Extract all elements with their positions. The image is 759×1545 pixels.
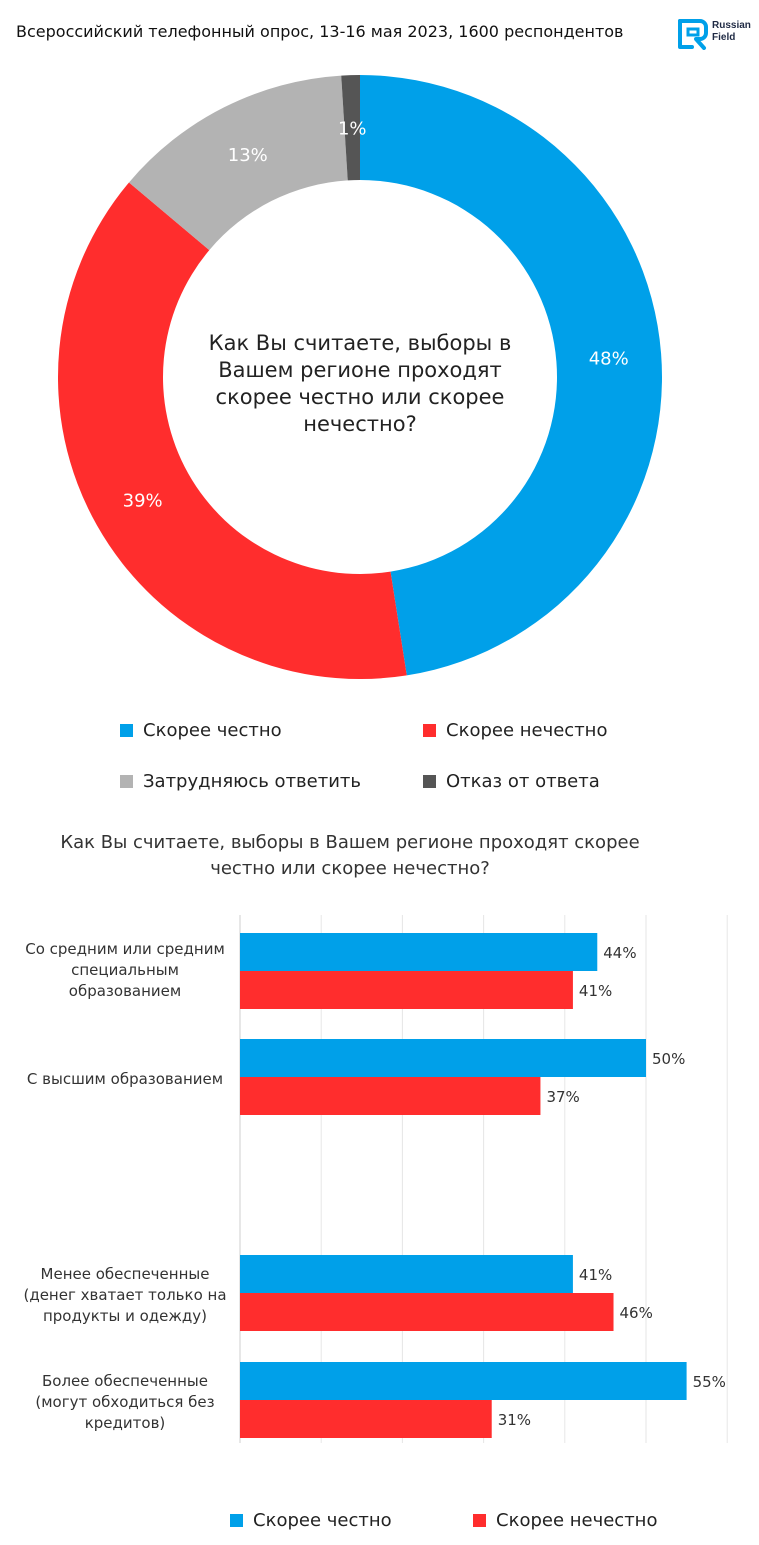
bar-unfair-0 — [240, 971, 573, 1009]
category-label-secondary-education: Со средним или средним специальным образ… — [25, 940, 225, 1000]
logo-line1: Russian — [712, 20, 751, 31]
legend-label-unfair: Скорее нечестно — [446, 720, 608, 741]
donut-label-unfair: 39% — [123, 491, 163, 512]
bar-legend-item-unfair: Скорее нечестно — [473, 1510, 657, 1531]
bar-fair-2 — [240, 1255, 573, 1293]
legend-swatch-fair — [120, 724, 133, 737]
category-label-higher-education: С высшим образованием — [26, 1070, 224, 1088]
donut-slice-refused — [341, 75, 360, 181]
legend-label-hard-to-answer: Затрудняюсь ответить — [143, 771, 362, 792]
legend-swatch-hard-to-answer — [120, 775, 133, 788]
bar-legend-swatch-unfair — [473, 1514, 486, 1527]
category-label-more-affluent: Более обеспеченные (могут обходиться без… — [35, 1372, 215, 1432]
bar-chart: 44% 41% 50% 37% 41% 46% 55% 31% — [239, 915, 728, 1443]
bar-unfair-1 — [240, 1077, 541, 1115]
legend-item-refused: Отказ от ответа — [423, 771, 600, 792]
logo-line2: Field — [712, 32, 736, 43]
bar-label-unfair-3: 31% — [498, 1411, 531, 1429]
legend-swatch-refused — [423, 775, 436, 788]
bar-legend: Скорее честно Скорее нечестно — [230, 1510, 710, 1540]
russian-field-logo: Russian Field — [677, 16, 757, 52]
donut-legend: Скорее честно Скорее нечестно Затрудняюс… — [120, 720, 680, 800]
donut-label-fair: 48% — [589, 349, 629, 370]
legend-item-fair: Скорее честно — [120, 720, 282, 741]
bar-legend-item-fair: Скорее честно — [230, 1510, 392, 1531]
bar-legend-label-fair: Скорее честно — [253, 1510, 392, 1531]
bar-fair-1 — [240, 1039, 646, 1077]
bar-legend-swatch-fair — [230, 1514, 243, 1527]
legend-label-fair: Скорее честно — [143, 720, 282, 741]
donut-label-hard-to-answer: 13% — [228, 145, 268, 166]
bar-unfair-3 — [240, 1400, 492, 1438]
bar-label-unfair-0: 41% — [579, 982, 612, 1000]
bar-label-fair-0: 44% — [603, 944, 636, 962]
bar-fair-0 — [240, 933, 598, 971]
bar-chart-title: Как Вы считаете, выборы в Вашем регионе … — [60, 832, 640, 879]
bar-fair-3 — [240, 1362, 687, 1400]
category-label-less-affluent: Менее обеспеченные (денег хватает только… — [23, 1265, 227, 1325]
page-title: Всероссийский телефонный опрос, 13-16 ма… — [16, 22, 624, 41]
bar-legend-label-unfair: Скорее нечестно — [496, 1510, 658, 1531]
legend-swatch-unfair — [423, 724, 436, 737]
legend-item-hard-to-answer: Затрудняюсь ответить — [120, 771, 361, 792]
donut-label-refused: 1% — [338, 119, 367, 140]
donut-slice-fair — [360, 75, 662, 676]
legend-label-refused: Отказ от ответа — [446, 771, 600, 792]
bar-label-unfair-1: 37% — [546, 1088, 579, 1106]
donut-chart: 48% 39% 13% 1% — [57, 75, 662, 680]
logo-mark-icon — [678, 19, 708, 50]
bar-label-fair-2: 41% — [579, 1266, 612, 1284]
bar-label-fair-3: 55% — [693, 1373, 726, 1391]
legend-item-unfair: Скорее нечестно — [423, 720, 607, 741]
bar-label-unfair-2: 46% — [620, 1304, 653, 1322]
bar-label-fair-1: 50% — [652, 1050, 685, 1068]
donut-slice-unfair — [57, 182, 407, 680]
donut-question: Как Вы считаете, выборы в Вашем регионе … — [208, 331, 512, 436]
donut-slice-hard-to-answer — [128, 75, 348, 251]
bar-unfair-2 — [240, 1293, 614, 1331]
